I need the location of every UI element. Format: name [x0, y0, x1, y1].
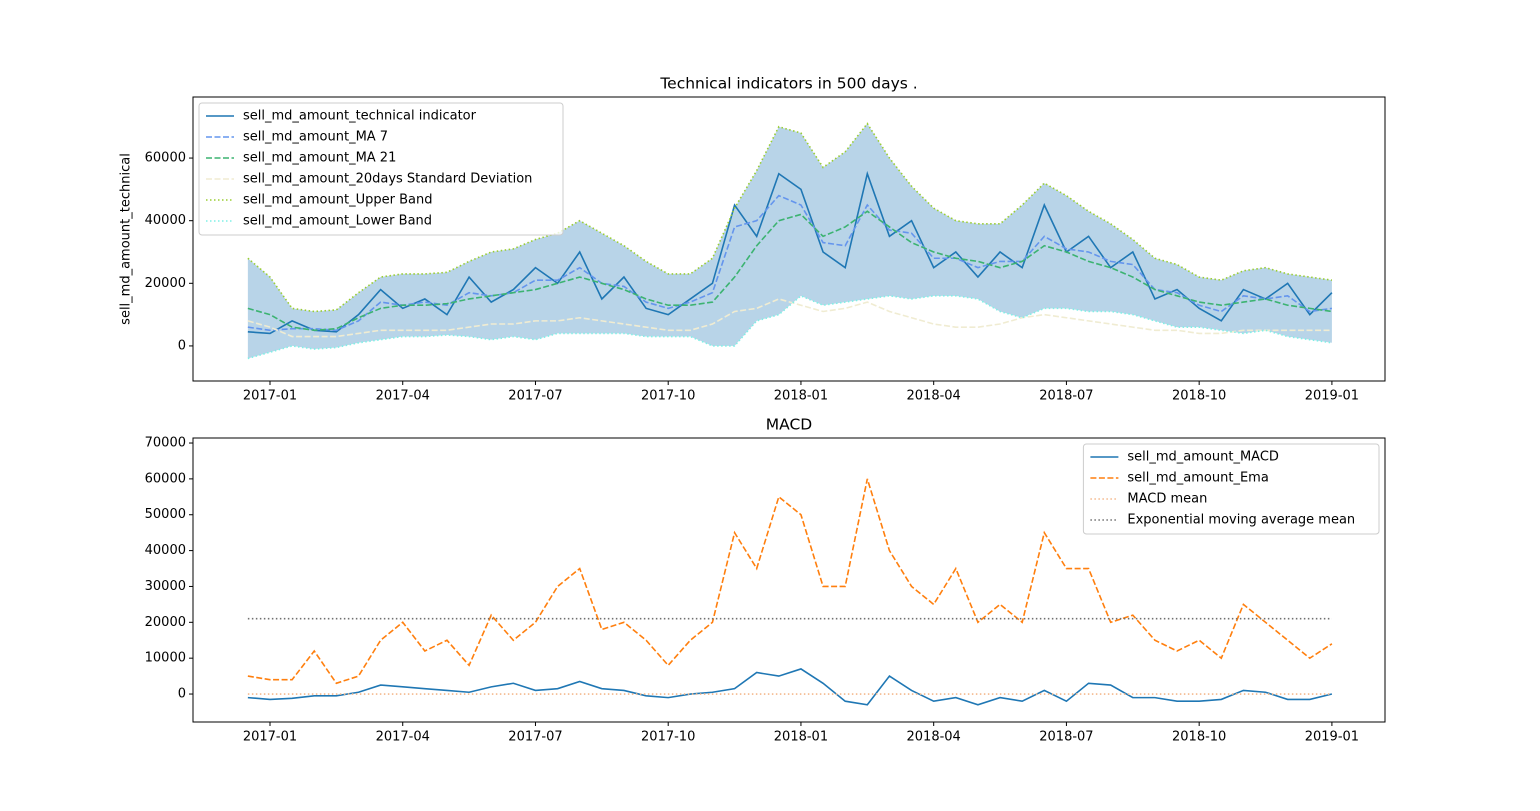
- legend-label: sell_md_amount_technical indicator: [243, 109, 477, 124]
- y-tick-label: 60000: [145, 471, 186, 486]
- legend-label: sell_md_amount_MA 21: [243, 151, 396, 166]
- x-tick-label: 2017-10: [641, 389, 695, 404]
- x-tick-label: 2018-10: [1172, 730, 1226, 745]
- x-tick-label: 2018-01: [774, 389, 828, 404]
- legend-label: sell_md_amount_Ema: [1127, 471, 1268, 486]
- y-tick-label: 30000: [145, 579, 186, 594]
- y-tick-label: 50000: [145, 507, 186, 522]
- x-tick-label: 2017-01: [243, 389, 297, 404]
- x-tick-label: 2018-10: [1172, 389, 1226, 404]
- x-tick-label: 2018-07: [1039, 730, 1093, 745]
- x-tick-label: 2018-04: [907, 730, 961, 745]
- x-tick-label: 2017-10: [641, 730, 695, 745]
- legend-label: MACD mean: [1127, 492, 1207, 507]
- y-tick-label: 20000: [145, 615, 186, 630]
- x-tick-label: 2019-01: [1305, 389, 1359, 404]
- axes-frame: [192, 96, 1386, 382]
- x-tick-label: 2017-04: [376, 730, 430, 745]
- series-line: [247, 122, 1333, 313]
- x-tick-label: 2017-01: [243, 730, 297, 745]
- chart-title: Technical indicators in 500 days .: [659, 75, 917, 93]
- x-tick-label: 2019-01: [1305, 730, 1359, 745]
- legend-label: sell_md_amount_Lower Band: [243, 214, 432, 229]
- y-tick-label: 40000: [145, 213, 186, 228]
- y-tick-label: 40000: [145, 543, 186, 558]
- x-tick-label: 2018-01: [774, 730, 828, 745]
- legend-box: [1082, 443, 1380, 535]
- legend-label: sell_md_amount_MA 7: [243, 130, 388, 145]
- series-line: [247, 668, 1333, 706]
- legend-label: Exponential moving average mean: [1127, 513, 1355, 528]
- series-line: [247, 194, 1333, 332]
- axes-frame: [192, 437, 1386, 723]
- legend-label: sell_md_amount_MACD: [1127, 450, 1279, 465]
- y-tick-label: 10000: [145, 651, 186, 666]
- series-line: [247, 478, 1333, 685]
- series-line: [247, 170, 1333, 335]
- y-tick-label: 70000: [145, 436, 186, 451]
- legend-label: sell_md_amount_20days Standard Deviation: [243, 172, 532, 187]
- x-tick-label: 2018-07: [1039, 389, 1093, 404]
- y-tick-label: 0: [178, 687, 186, 702]
- x-tick-label: 2017-07: [508, 389, 562, 404]
- y-tick-label: 20000: [145, 276, 186, 291]
- y-axis-label: sell_md_amount_technical: [119, 153, 134, 325]
- legend-box: [198, 102, 564, 236]
- series-line: [247, 298, 1332, 338]
- y-tick-label: 0: [178, 338, 186, 353]
- series-line: [247, 294, 1333, 360]
- band-fill: [247, 123, 1332, 359]
- legend-label: sell_md_amount_Upper Band: [243, 193, 432, 208]
- x-tick-label: 2017-07: [508, 730, 562, 745]
- chart-title: MACD: [766, 416, 813, 434]
- x-tick-label: 2017-04: [376, 389, 430, 404]
- y-tick-label: 60000: [145, 151, 186, 166]
- series-line: [247, 210, 1333, 332]
- x-tick-label: 2018-04: [907, 389, 961, 404]
